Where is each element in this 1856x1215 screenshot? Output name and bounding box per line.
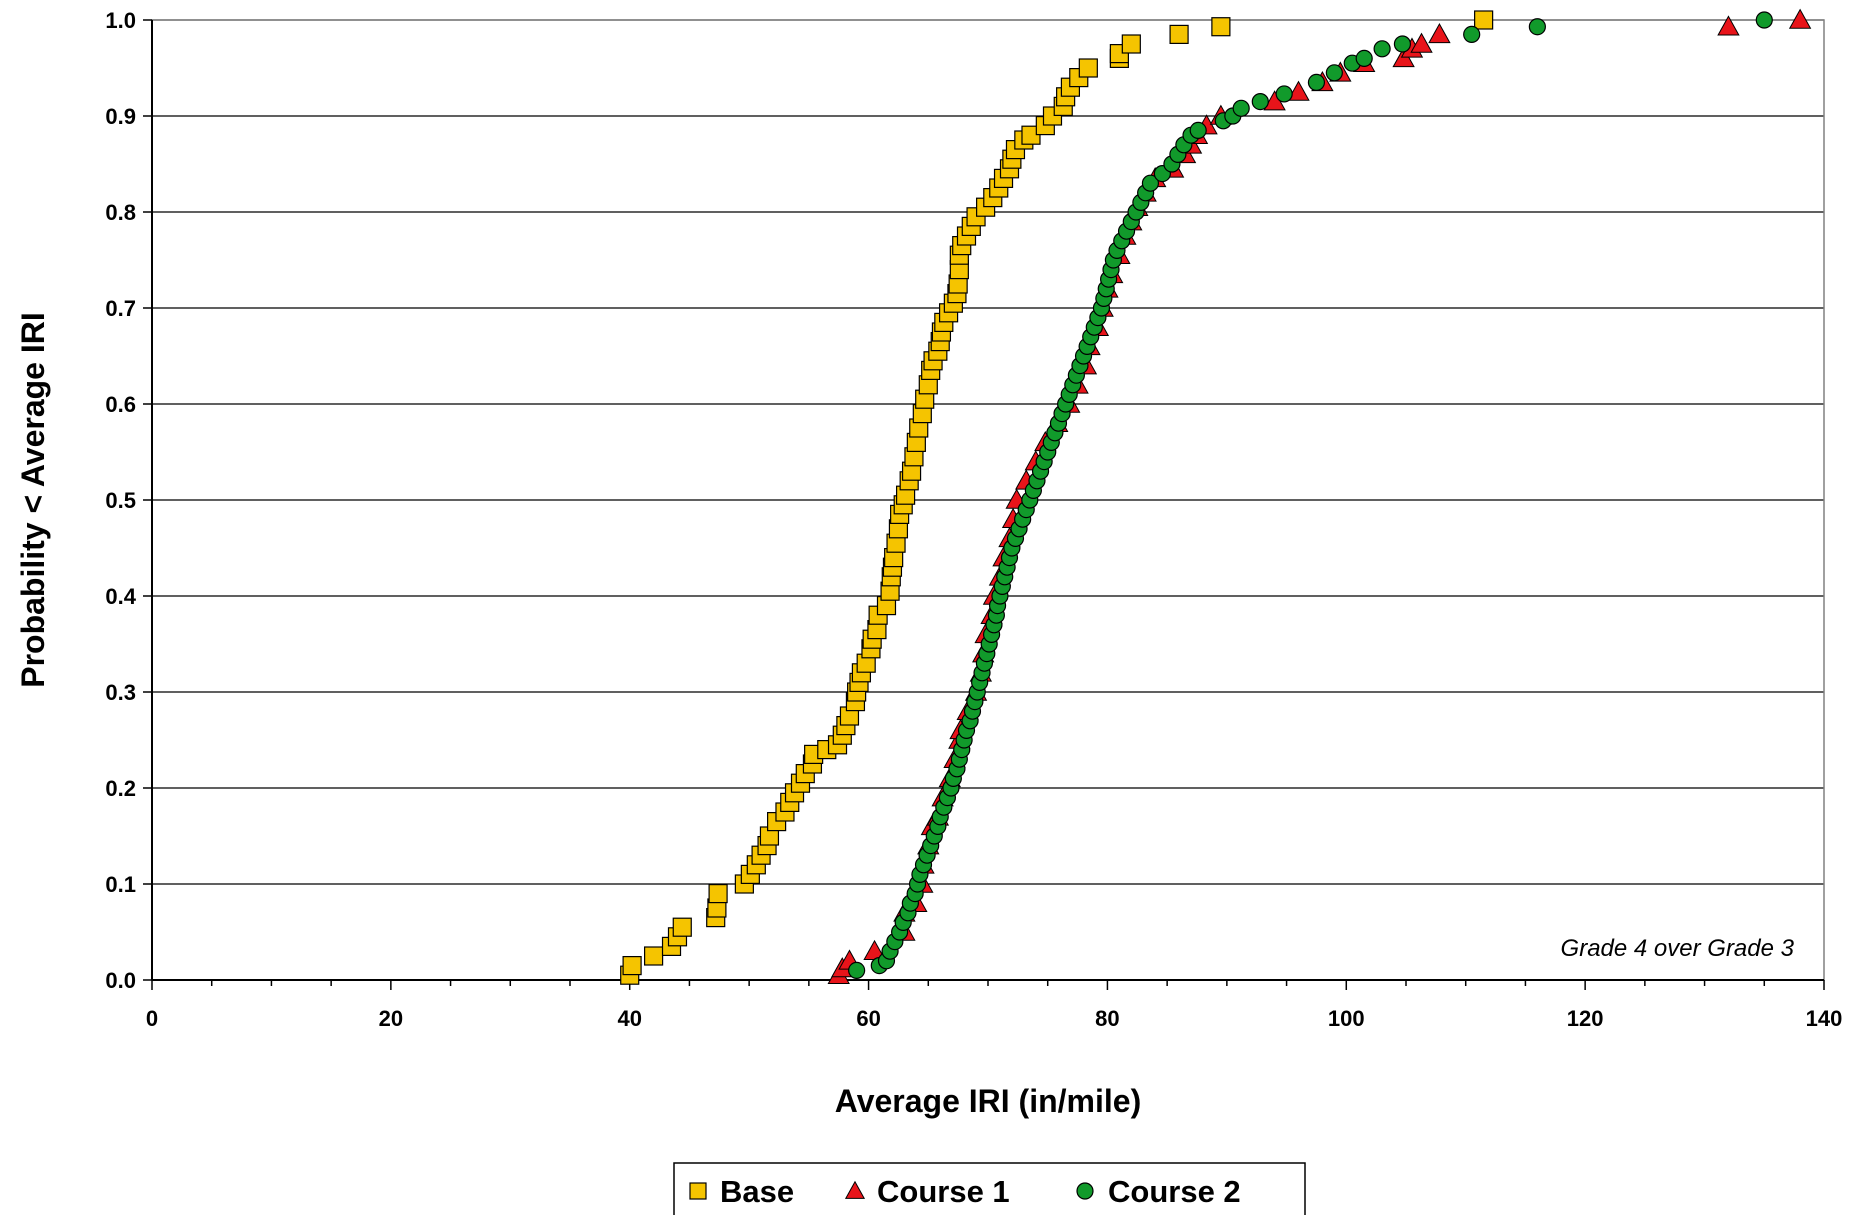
legend-marker	[689, 1182, 707, 1200]
data-point	[1287, 80, 1310, 101]
data-point	[1121, 34, 1141, 54]
y-tick-label: 0.7	[105, 296, 136, 321]
legend-entry: Course 2	[1076, 1174, 1241, 1209]
legend-marker	[844, 1180, 866, 1199]
y-axis-title: Probability < Average IRI	[15, 312, 51, 688]
data-point	[1307, 73, 1326, 92]
data-point	[1078, 58, 1098, 78]
series-course-2	[848, 11, 1773, 980]
data-point	[1717, 15, 1740, 36]
x-tick-label: 120	[1567, 1006, 1604, 1031]
x-tick-label: 60	[856, 1006, 880, 1031]
axes: 0.0 0.1 0.2 0.3 0.4 0.5 0.6 0.7 0.8 0.9 1.0 0 20 40 60…	[105, 8, 1842, 1031]
y-tick-label: 0.2	[105, 776, 136, 801]
y-tick-label: 0.3	[105, 680, 136, 705]
legend-entry: Course 1	[844, 1174, 1010, 1209]
x-tick-label: 100	[1328, 1006, 1365, 1031]
data-point	[1428, 23, 1451, 44]
y-tick-label: 0.4	[105, 584, 136, 609]
data-point	[1325, 64, 1343, 82]
x-tick-label: 0	[146, 1006, 158, 1031]
data-point	[1410, 32, 1433, 53]
data-series	[620, 8, 1812, 985]
y-tick-label: 0.8	[105, 200, 136, 225]
data-point	[672, 917, 692, 937]
y-tick-label: 1.0	[105, 8, 136, 33]
data-point	[1373, 40, 1391, 58]
x-tick-label: 140	[1806, 1006, 1843, 1031]
data-point	[1251, 92, 1269, 111]
data-point	[622, 955, 642, 976]
legend-marker	[1076, 1182, 1094, 1200]
legend-label: Base	[720, 1174, 794, 1209]
data-point	[643, 946, 664, 966]
series-base	[620, 10, 1494, 985]
y-tick-label: 0.1	[105, 872, 136, 897]
data-point	[1788, 8, 1812, 29]
data-point	[1463, 25, 1481, 44]
legend-entry: Base	[689, 1174, 794, 1209]
data-point	[1755, 11, 1773, 29]
y-tick-label: 0.5	[105, 488, 136, 513]
y-tick-label: 0.0	[105, 968, 136, 993]
legend-label: Course 1	[877, 1174, 1010, 1209]
data-point	[1211, 17, 1231, 37]
data-point	[848, 961, 866, 980]
data-point	[1355, 49, 1373, 68]
data-point	[1393, 35, 1412, 53]
y-tick-label: 0.9	[105, 104, 136, 129]
x-axis-title: Average IRI (in/mile)	[835, 1083, 1141, 1119]
data-point	[1474, 10, 1494, 30]
data-point	[1528, 18, 1546, 36]
data-point	[1189, 121, 1207, 139]
data-point	[1141, 174, 1160, 192]
x-tick-label: 80	[1095, 1006, 1119, 1031]
data-point	[1169, 24, 1189, 44]
y-tick-label: 0.6	[105, 392, 136, 417]
data-point	[1232, 99, 1250, 117]
x-tick-label: 40	[617, 1006, 641, 1031]
annotation: Grade 4 over Grade 3	[1561, 935, 1795, 962]
legend-label: Course 2	[1108, 1174, 1241, 1209]
legend-box	[673, 1162, 1306, 1215]
x-tick-label: 20	[379, 1006, 403, 1031]
data-point	[1275, 85, 1293, 103]
data-point	[708, 883, 728, 904]
legend: Base Course 1 Course 2	[673, 1162, 1306, 1215]
